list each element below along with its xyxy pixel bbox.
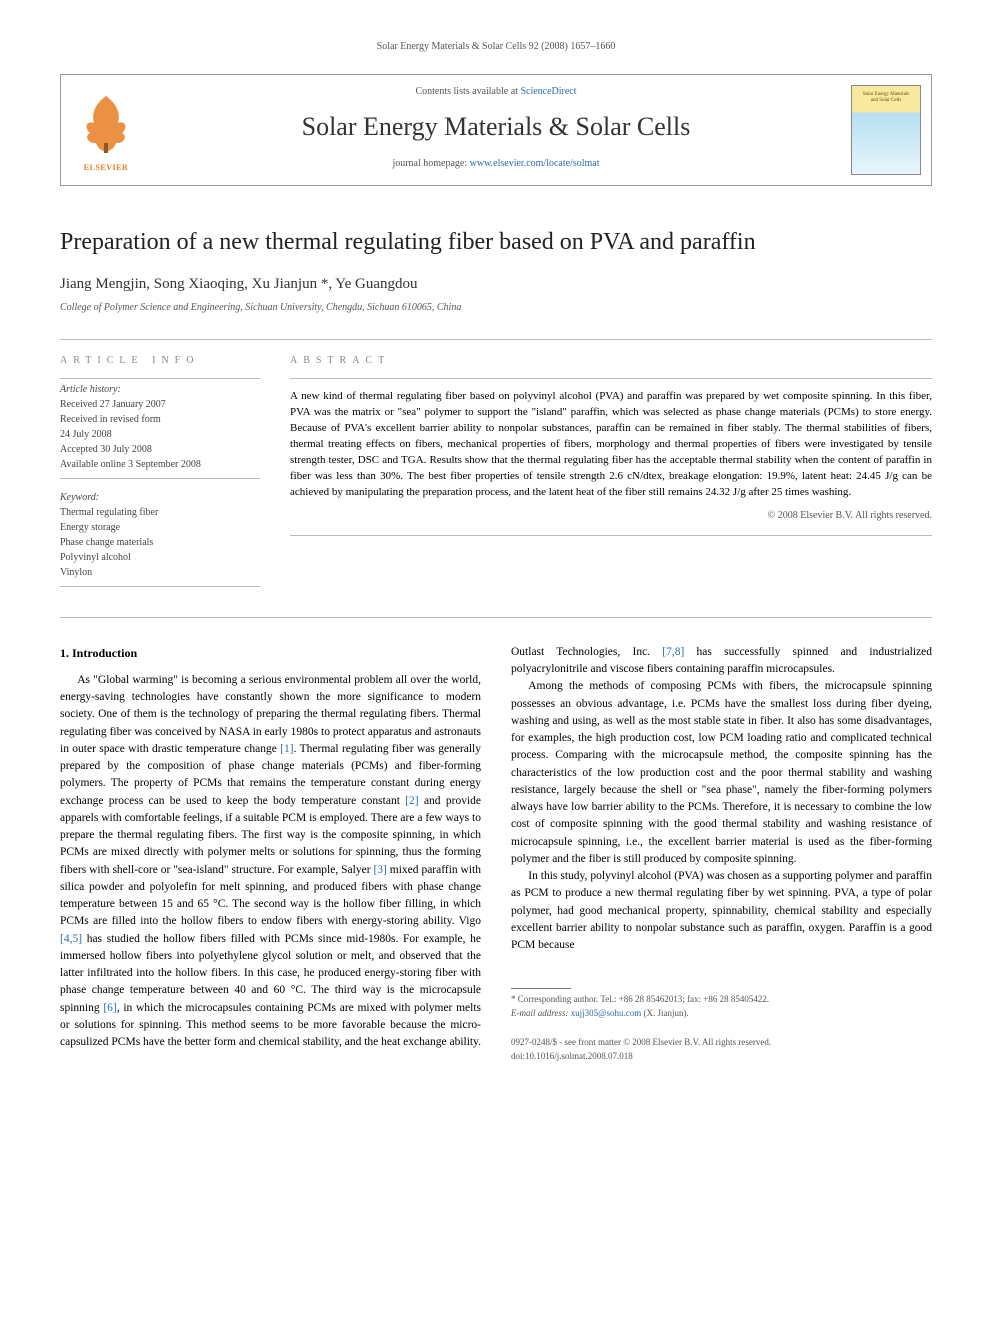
divider <box>290 378 932 379</box>
abstract-copyright: © 2008 Elsevier B.V. All rights reserved… <box>290 509 932 523</box>
doi-line: doi:10.1016/j.solmat.2008.07.018 <box>511 1050 932 1064</box>
keyword: Polyvinyl alcohol <box>60 550 260 565</box>
article-info-head: ARTICLE INFO <box>60 354 260 368</box>
abstract: ABSTRACT A new kind of thermal regulatin… <box>290 340 932 587</box>
footnote: * Corresponding author. Tel.: +86 28 854… <box>511 988 932 1063</box>
article-title: Preparation of a new thermal regulating … <box>60 226 932 260</box>
journal-name: Solar Energy Materials & Solar Cells <box>161 109 831 145</box>
keyword: Phase change materials <box>60 535 260 550</box>
keyword-label: Keyword: <box>60 491 260 505</box>
affiliation: College of Polymer Science and Engineeri… <box>60 301 932 315</box>
citation-link[interactable]: [6] <box>103 1002 116 1014</box>
homepage-line: journal homepage: www.elsevier.com/locat… <box>161 157 831 171</box>
journal-header: ELSEVIER Contents lists available at Sci… <box>60 74 932 186</box>
email-tail: (X. Jianjun). <box>641 1008 689 1018</box>
authors: Jiang Mengjin, Song Xiaoqing, Xu Jianjun… <box>60 274 932 295</box>
citation-link[interactable]: [1] <box>280 743 293 755</box>
history-item: Accepted 30 July 2008 <box>60 442 260 457</box>
article-info: ARTICLE INFO Article history: Received 2… <box>60 340 260 587</box>
divider <box>60 378 260 379</box>
history-item: Available online 3 September 2008 <box>60 457 260 472</box>
citation-link[interactable]: [7,8] <box>662 646 684 658</box>
keyword: Vinylon <box>60 565 260 580</box>
abstract-head: ABSTRACT <box>290 354 932 368</box>
divider <box>60 586 260 587</box>
elsevier-logo: ELSEVIER <box>61 75 151 185</box>
divider <box>60 478 260 479</box>
homepage-prefix: journal homepage: <box>392 158 469 169</box>
footer-meta: 0927-0248/$ - see front matter © 2008 El… <box>511 1036 932 1063</box>
keyword: Energy storage <box>60 520 260 535</box>
body-columns: 1. Introduction As "Global warming" is b… <box>60 644 932 1064</box>
issn-line: 0927-0248/$ - see front matter © 2008 El… <box>511 1036 932 1050</box>
homepage-link[interactable]: www.elsevier.com/locate/solmat <box>470 158 600 169</box>
contents-line: Contents lists available at ScienceDirec… <box>161 85 831 99</box>
divider <box>290 535 932 536</box>
body-paragraph: Among the methods of composing PCMs with… <box>511 678 932 868</box>
email-line: E-mail address: xujj305@sohu.com (X. Jia… <box>511 1007 932 1021</box>
citation-link[interactable]: [2] <box>405 795 418 807</box>
email-link[interactable]: xujj305@sohu.com <box>571 1008 642 1018</box>
section-head: 1. Introduction <box>60 644 481 662</box>
footnote-rule <box>511 988 571 989</box>
corresponding-author: * Corresponding author. Tel.: +86 28 854… <box>511 993 932 1007</box>
history-label: Article history: <box>60 383 260 397</box>
history-item: Received in revised form <box>60 412 260 427</box>
header-center: Contents lists available at ScienceDirec… <box>151 75 841 185</box>
citation-link[interactable]: [4,5] <box>60 933 82 945</box>
elsevier-tree-icon <box>76 88 136 158</box>
keyword: Thermal regulating fiber <box>60 505 260 520</box>
citation-link[interactable]: [3] <box>373 864 386 876</box>
cover-image <box>851 85 921 175</box>
divider <box>60 617 932 618</box>
email-label: E-mail address: <box>511 1008 571 1018</box>
history-item: Received 27 January 2007 <box>60 397 260 412</box>
sciencedirect-link[interactable]: ScienceDirect <box>520 86 576 97</box>
running-head: Solar Energy Materials & Solar Cells 92 … <box>60 40 932 54</box>
journal-cover-thumb <box>841 75 931 185</box>
history-item: 24 July 2008 <box>60 427 260 442</box>
body-paragraph: In this study, polyvinyl alcohol (PVA) w… <box>511 868 932 954</box>
elsevier-label: ELSEVIER <box>84 162 128 173</box>
contents-prefix: Contents lists available at <box>415 86 520 97</box>
abstract-text: A new kind of thermal regulating fiber b… <box>290 389 932 501</box>
